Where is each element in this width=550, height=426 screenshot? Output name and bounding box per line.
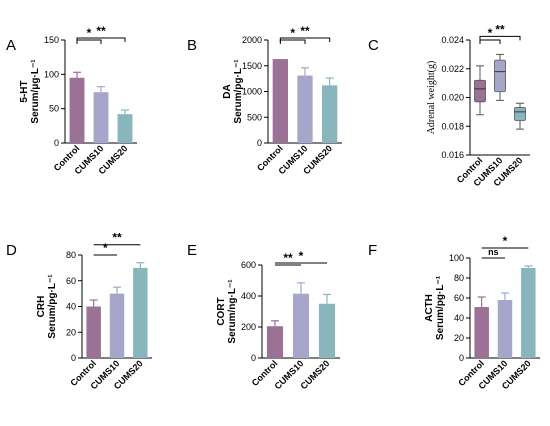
significance-bracket xyxy=(279,39,306,44)
y-tick-label: 2000 xyxy=(242,35,262,45)
y-tick-label: 0 xyxy=(71,353,76,363)
significance-label: ** xyxy=(96,24,106,38)
y-tick-label: 40 xyxy=(454,313,464,323)
bar xyxy=(474,307,489,358)
panel-e-letter: E xyxy=(187,242,197,259)
y-tick-label: 100 xyxy=(44,69,59,79)
y-tick-label: 60 xyxy=(66,276,76,286)
y-tick-label: 40 xyxy=(66,302,76,312)
panel-a-letter: A xyxy=(6,37,16,54)
y-tick-label: 400 xyxy=(241,291,256,301)
significance-bracket xyxy=(76,37,126,42)
bar xyxy=(69,77,85,143)
y-tick-label: 1000 xyxy=(242,87,262,97)
y-axis-label-title: 5-HT xyxy=(19,80,30,102)
bar xyxy=(292,293,310,358)
box xyxy=(514,107,526,121)
bar xyxy=(497,300,513,358)
panel-c-letter: C xyxy=(368,37,379,54)
bar xyxy=(297,75,313,143)
y-tick-label: 0.024 xyxy=(441,35,464,45)
y-axis-label-unit: Serum/pg·L⁻¹ xyxy=(233,59,244,124)
y-tick-label: 80 xyxy=(454,273,464,283)
significance-label: * xyxy=(103,241,108,255)
y-tick-label: 0.016 xyxy=(441,150,464,160)
significance-label: * xyxy=(299,249,304,263)
y-tick-label: 0 xyxy=(459,353,464,363)
y-tick-label: 200 xyxy=(241,322,256,332)
y-tick-label: 0.022 xyxy=(441,64,464,74)
panel-c: 0.016 0.018 0.020 0.022 0.024 Adrenal weight(… xyxy=(426,22,530,188)
y-axis-label-unit: Serum/ng·L⁻¹ xyxy=(227,279,238,344)
y-tick-label: 0 xyxy=(54,138,59,148)
x-tick-label: CUMS20 xyxy=(299,358,332,391)
bar xyxy=(322,85,338,143)
bar xyxy=(133,267,148,358)
box xyxy=(494,59,506,93)
bar xyxy=(266,326,284,358)
significance-label: * xyxy=(290,26,295,40)
y-axis-label-title: DA xyxy=(222,84,233,98)
box xyxy=(474,79,486,103)
bar xyxy=(117,114,133,143)
panel-b-letter: B xyxy=(187,37,197,54)
significance-label: ns xyxy=(488,247,499,257)
y-tick-label: 1500 xyxy=(242,61,262,71)
significance-bracket xyxy=(279,37,331,42)
significance-label: ** xyxy=(300,24,310,38)
y-tick-label: 80 xyxy=(66,250,76,260)
bar xyxy=(272,59,288,143)
significance-bracket xyxy=(479,35,521,41)
y-tick-label: 0 xyxy=(251,353,256,363)
y-tick-label: 600 xyxy=(241,260,256,270)
y-axis-label-unit: Serum/pg·L⁻¹ xyxy=(435,275,446,340)
y-tick-label: 60 xyxy=(454,293,464,303)
significance-label: * xyxy=(503,234,508,248)
significance-label: ** xyxy=(112,231,122,245)
significance-label: * xyxy=(488,26,493,40)
y-axis-label-title: ACTH xyxy=(424,294,435,322)
y-tick-label: 100 xyxy=(449,253,464,263)
y-tick-label: 150 xyxy=(44,35,59,45)
significance-label: * xyxy=(87,26,92,40)
y-tick-label: 0.018 xyxy=(441,121,464,131)
y-axis-label-unit: Serum/pg·L⁻¹ xyxy=(47,274,58,339)
y-axis-label-title: CORT xyxy=(216,297,227,325)
y-tick-label: 20 xyxy=(454,333,464,343)
panel-d-letter: D xyxy=(6,242,17,259)
bar xyxy=(521,268,536,358)
significance-bracket xyxy=(76,39,102,44)
bar xyxy=(93,92,109,143)
significance-bracket xyxy=(479,39,501,44)
y-axis-label-unit: Serum/μg·L⁻¹ xyxy=(30,59,41,124)
significance-label: ** xyxy=(283,251,293,265)
y-tick-label: 50 xyxy=(49,104,59,114)
significance-label: ** xyxy=(495,22,505,36)
y-axis-label-title: CRH xyxy=(36,296,47,318)
panel-f-letter: F xyxy=(368,242,377,259)
y-tick-label: 500 xyxy=(247,112,262,122)
bar xyxy=(109,293,125,358)
y-axis-label: Adrenal weight(g) xyxy=(426,61,437,135)
bar xyxy=(318,303,336,358)
bar xyxy=(86,306,101,358)
y-tick-label: 20 xyxy=(66,327,76,337)
y-tick-label: 0.020 xyxy=(441,93,464,103)
y-tick-label: 0 xyxy=(257,138,262,148)
